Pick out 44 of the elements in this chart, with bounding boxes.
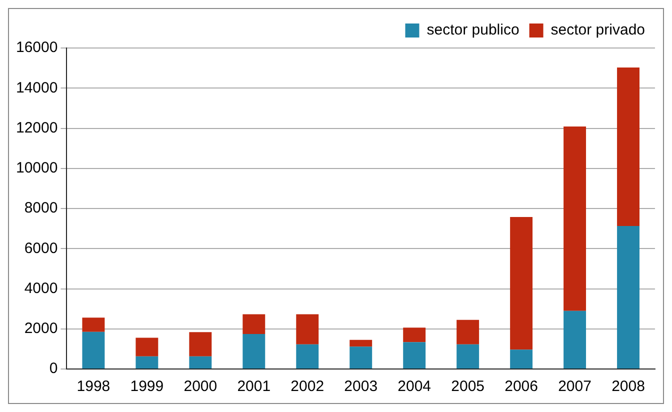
bar <box>564 310 586 368</box>
x-tick-label: 2002 <box>290 378 324 396</box>
bar <box>136 356 158 368</box>
bar <box>617 67 640 226</box>
y-tick-label: 2000 <box>24 320 58 338</box>
bar <box>82 318 105 332</box>
bar <box>350 340 372 347</box>
bar <box>189 356 212 368</box>
y-tick-label: 4000 <box>24 280 58 297</box>
bar <box>82 332 105 368</box>
y-tick-label: 0 <box>49 360 58 378</box>
bar <box>564 126 586 311</box>
bar <box>456 344 480 368</box>
x-tick-label: 1998 <box>76 378 110 396</box>
x-tick-label: 2000 <box>184 378 218 396</box>
bar <box>403 342 426 368</box>
x-tick-label: 2006 <box>504 378 538 396</box>
bar <box>350 346 372 368</box>
x-tick-label: 2001 <box>237 378 271 396</box>
bar <box>136 338 158 356</box>
y-tick-label: 6000 <box>24 240 58 257</box>
bar <box>617 226 640 368</box>
x-tick-label: 2004 <box>398 378 432 396</box>
bar <box>456 320 480 344</box>
bar <box>242 334 266 368</box>
bar <box>189 332 212 356</box>
x-tick-label: 2005 <box>451 378 485 396</box>
y-tick-label: 16000 <box>16 39 58 56</box>
x-tick-label: 1999 <box>130 378 164 396</box>
bar <box>242 314 266 334</box>
bar <box>510 217 533 350</box>
y-tick-label: 14000 <box>16 79 58 96</box>
y-tick-label: 12000 <box>16 119 58 136</box>
y-tick-label: 10000 <box>16 160 58 177</box>
x-tick-label: 2007 <box>558 378 592 396</box>
bar <box>403 328 426 342</box>
legend-label: sector privado <box>550 22 646 39</box>
bar <box>296 344 319 368</box>
bar <box>296 314 319 344</box>
x-tick-label: 2008 <box>612 378 645 396</box>
bar <box>510 350 533 368</box>
legend-label: sector publico <box>426 22 520 39</box>
y-tick-label: 8000 <box>24 200 58 217</box>
x-tick-label: 2003 <box>344 378 378 396</box>
